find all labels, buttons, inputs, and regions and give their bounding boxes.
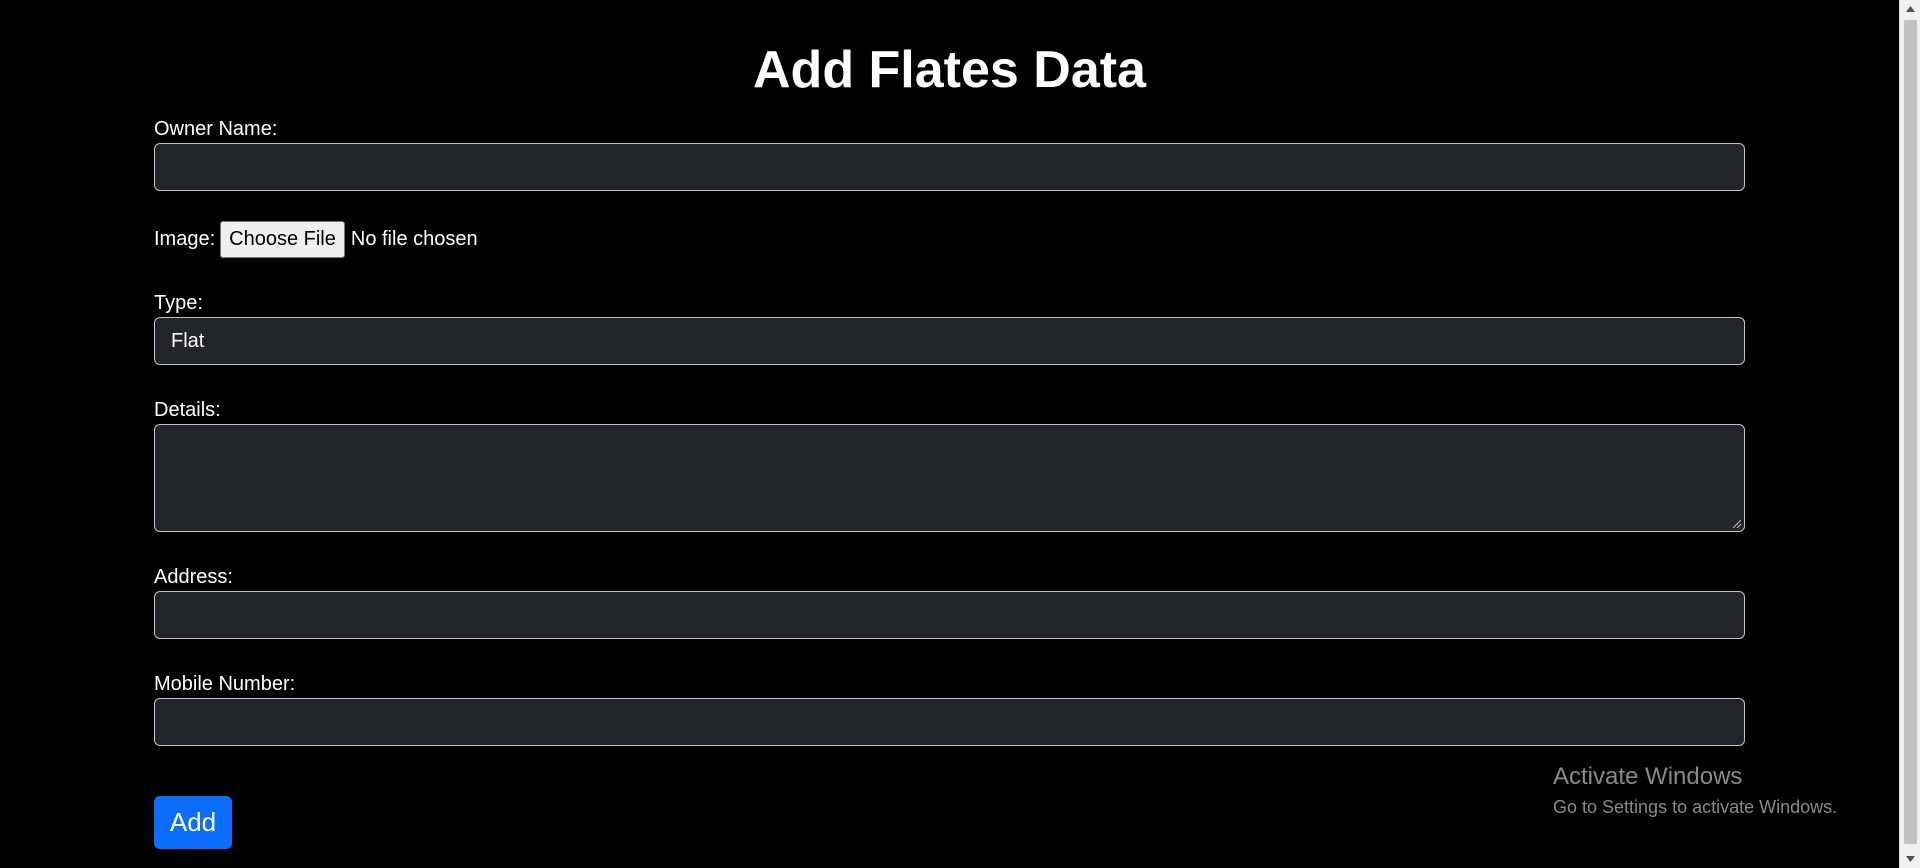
address-input[interactable]: [154, 591, 1745, 639]
scrollbar-thumb[interactable]: [1904, 20, 1917, 844]
watermark-title: Activate Windows: [1553, 763, 1743, 790]
activate-windows-watermark: Activate Windows Go to Settings to activ…: [1553, 763, 1837, 818]
resize-grip-icon[interactable]: [1731, 518, 1741, 528]
file-status-text: No file chosen: [350, 227, 478, 250]
vertical-scrollbar[interactable]: [1899, 0, 1920, 868]
mobile-number-label: Mobile Number:: [154, 673, 296, 695]
owner-name-input[interactable]: [154, 143, 1745, 191]
add-button[interactable]: Add: [154, 796, 232, 849]
choose-file-button[interactable]: Choose File: [220, 220, 345, 258]
image-field: Image: Choose File No file chosen: [154, 220, 478, 258]
type-label: Type:: [154, 292, 203, 314]
address-label: Address:: [154, 566, 233, 588]
scroll-up-icon[interactable]: [1900, 0, 1920, 18]
details-textarea[interactable]: [154, 424, 1745, 532]
type-input[interactable]: Flat: [154, 317, 1745, 365]
details-label: Details:: [154, 399, 221, 421]
watermark-subtitle: Go to Settings to activate Windows.: [1553, 797, 1838, 817]
owner-name-label: Owner Name:: [154, 118, 278, 140]
scroll-down-icon[interactable]: [1900, 850, 1920, 868]
image-label: Image:: [154, 227, 216, 250]
page-title: Add Flates Data: [753, 41, 1146, 99]
mobile-number-input[interactable]: [154, 698, 1745, 746]
